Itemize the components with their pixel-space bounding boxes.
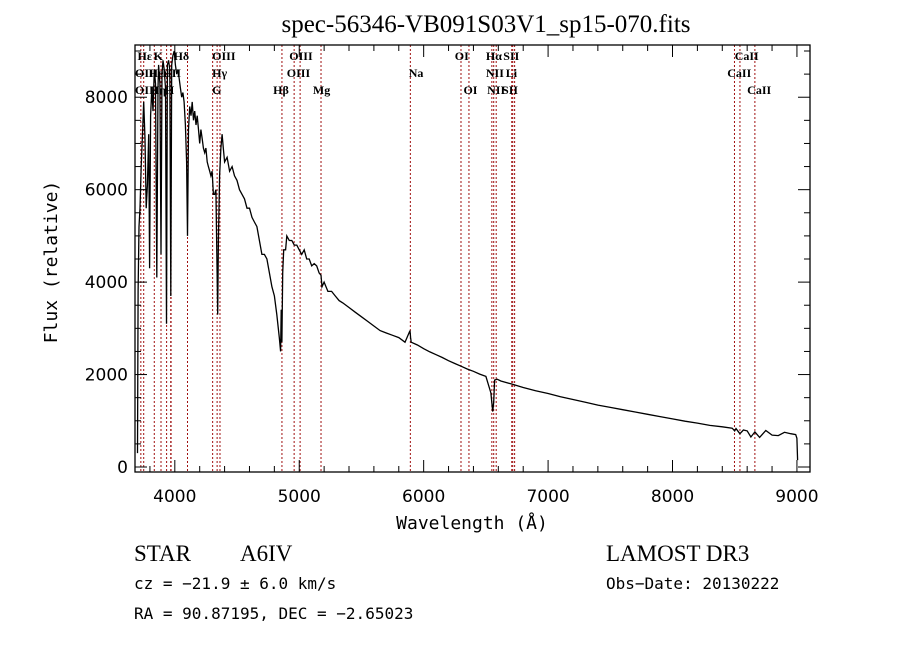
y-tick-label: 2000 [85, 366, 128, 386]
line-label-14: Hβ [273, 83, 289, 97]
line-label-3: OII [135, 66, 154, 80]
x-axis-ticks: 4000 5000 6000 7000 8000 9000 [149, 45, 819, 507]
plot-frame [134, 44, 811, 473]
line-label-25: CaII [735, 49, 759, 63]
line-label-27: CaII [747, 83, 771, 97]
redshift-text: cz = −21.9 ± 6.0 km/s [134, 574, 336, 593]
x-tick-label: 5000 [278, 487, 321, 507]
line-label-26: CaII [727, 66, 751, 80]
x-tick-label: 4000 [153, 487, 196, 507]
spectral-line-markers [140, 45, 756, 472]
line-label-13: OIII [287, 66, 311, 80]
coordinates-text: RA = 90.87195, DEC = −2.65023 [134, 604, 413, 623]
line-label-15: Mg [313, 83, 330, 97]
observation-date: Obs−Date: 20130222 [606, 574, 779, 593]
y-axis-label: Flux (relative) [41, 181, 62, 344]
line-label-9: OIII [212, 49, 236, 63]
line-label-18: OI [463, 83, 477, 97]
chart-title: spec-56346-VB091S03V1_sp15-070.fits [281, 11, 690, 38]
x-tick-label: 8000 [651, 487, 694, 507]
y-tick-label: 8000 [85, 88, 128, 108]
flux-series-line [136, 50, 799, 461]
line-label-17: OI [455, 49, 469, 63]
x-axis-label: Wavelength (Å) [396, 512, 548, 534]
line-label-24: SII [502, 83, 518, 97]
line-label-21: NII [486, 66, 504, 80]
line-label-23: NII [487, 83, 505, 97]
object-class: STAR [134, 541, 192, 566]
survey-name: LAMOST DR3 [606, 541, 749, 566]
y-axis-ticks: 0 2000 4000 6000 8000 [85, 50, 810, 478]
y-tick-label: 6000 [85, 181, 128, 201]
x-tick-label: 9000 [775, 487, 818, 507]
x-tick-label: 7000 [526, 487, 569, 507]
line-label-16: Na [409, 66, 424, 80]
line-label-2: Hδ [174, 49, 190, 63]
line-label-22: Li [506, 66, 518, 80]
line-label-0: Hε [137, 49, 151, 63]
line-label-1: K [154, 49, 164, 63]
line-label-12: OIII [289, 49, 313, 63]
y-tick-label: 4000 [85, 273, 128, 293]
y-tick-label: 0 [117, 458, 128, 478]
line-label-20: SII [503, 49, 519, 63]
line-label-19: Hα [486, 49, 502, 63]
line-label-11: G [212, 83, 221, 97]
x-tick-label: 6000 [402, 487, 445, 507]
object-subclass: A6IV [240, 541, 293, 566]
line-label-6: OIII [135, 83, 159, 97]
line-label-10: Hγ [212, 66, 227, 80]
